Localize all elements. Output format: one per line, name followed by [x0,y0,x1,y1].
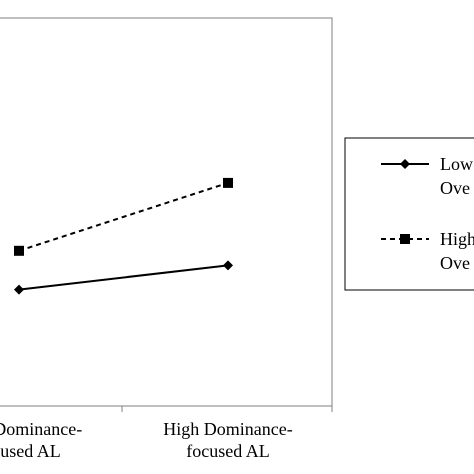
x-tick-label-line: focused AL [0,441,61,461]
series-line-1 [18,181,229,252]
legend: Low Ove High Ove [344,137,474,291]
x-tick-label-1: High Dominance-focused AL [163,419,292,461]
legend-marker-1 [400,234,410,244]
plot-area-border [0,17,333,407]
legend-label-0: Low Ove [440,154,473,198]
x-tick-label-line: Low Dominance- [0,419,82,439]
x-tick-label-line: focused AL [186,441,269,461]
series-line-0 [18,264,229,291]
legend-label-line: Ove [440,253,470,273]
legend-label-line: Ove [440,178,470,198]
data-point-1-0 [14,245,24,256]
series-layer [14,177,233,295]
x-tick-label-0: Low Dominance-focused AL [0,419,82,461]
legend-marker-0 [400,159,410,169]
x-tick-label-line: High Dominance- [163,419,292,439]
legend-label-1: High Ove [440,229,474,273]
legend-label-line: High [440,229,474,249]
data-point-0-1 [223,260,233,271]
legend-label-line: Low [440,154,473,174]
legend-entries: Low Ove High Ove [381,154,474,273]
data-point-0-0 [14,284,24,295]
data-point-1-1 [223,177,233,188]
